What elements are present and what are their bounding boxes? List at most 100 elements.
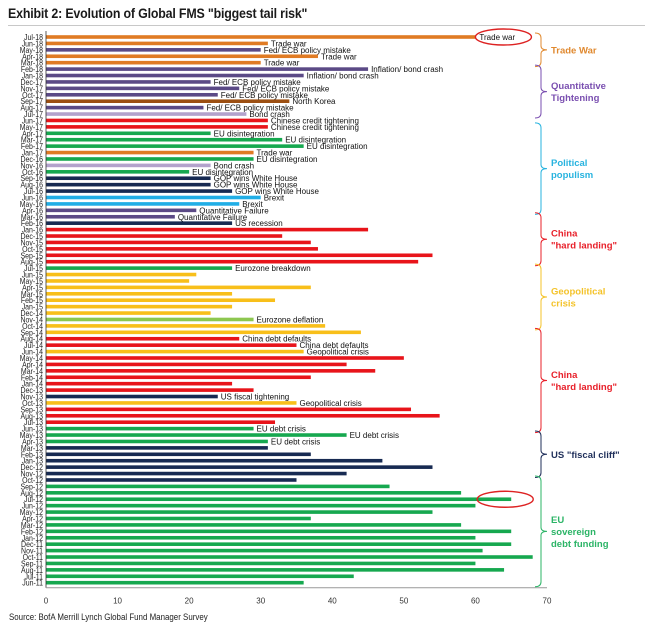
bar-may-17	[46, 125, 268, 129]
x-tick-label: 0	[44, 597, 49, 606]
bar-annotation: Brexit	[264, 194, 285, 203]
bar-annotation: Fed/ ECB policy mistake	[221, 91, 309, 100]
bar-jan-15	[46, 304, 233, 309]
y-tick-label: Jun-17	[22, 116, 43, 126]
bar-apr-12	[46, 516, 311, 521]
y-tick-label: Dec-12	[21, 462, 43, 472]
bar-nov-12	[46, 471, 347, 476]
bar-jul-14	[46, 343, 297, 347]
y-tick-label: Jul-15	[24, 263, 43, 273]
bar-dec-15	[46, 234, 283, 238]
y-tick-label: Aug-16	[21, 180, 43, 190]
y-tick-label: May-17	[20, 122, 43, 132]
group-label: US "fiscal cliff"	[551, 450, 620, 461]
group-bracket	[534, 263, 548, 331]
y-tick-label: Jan-14	[22, 379, 44, 389]
y-tick-label: May-13	[20, 430, 43, 440]
highlight-ellipse	[476, 490, 534, 508]
bar-may-18	[46, 48, 261, 52]
source-note: Source: BofA Merrill Lynch Global Fund M…	[9, 612, 208, 622]
y-tick-label: May-15	[20, 276, 43, 286]
y-tick-label: Jun-18	[22, 39, 43, 49]
bar-nov-11	[46, 548, 483, 553]
bar-aug-17	[46, 105, 204, 110]
y-tick-label: Feb-15	[21, 296, 43, 306]
y-tick-label: Jun-16	[22, 193, 43, 203]
bar-oct-13	[46, 401, 297, 405]
bar-aug-12	[46, 491, 462, 495]
bar-annotation: North Korea	[292, 97, 336, 106]
y-tick-label: May-14	[20, 353, 44, 363]
bar-oct-12	[46, 478, 297, 482]
y-tick-label: Jul-17	[24, 109, 43, 119]
bar-annotation: GOP wins White House	[235, 187, 319, 196]
y-tick-label: Jun-11	[22, 578, 43, 588]
bar-dec-17	[46, 80, 211, 84]
bar-annotation: EU debt crisis	[271, 437, 320, 446]
y-tick-label: Apr-15	[22, 283, 43, 293]
y-tick-label: Dec-14	[21, 308, 44, 318]
bar-jul-11	[46, 574, 354, 579]
y-tick-label: Jan-17	[22, 148, 43, 158]
y-tick-label: Jul-13	[24, 418, 43, 428]
bar-annotation: Chinese credit tightening	[271, 116, 359, 125]
y-tick-label: Jan-15	[22, 302, 43, 312]
y-tick-label: Jan-13	[22, 456, 43, 466]
title-divider	[8, 25, 645, 26]
bar-oct-16	[46, 170, 190, 174]
bar-apr-15	[46, 285, 311, 290]
bar-annotation: Quantitative Failure	[178, 213, 248, 222]
bar-annotation: China debt defaults	[300, 341, 369, 350]
x-tick-label: 10	[113, 597, 122, 606]
bar-aug-13	[46, 413, 440, 418]
group-label: China	[551, 370, 578, 381]
y-tick-label: Jun-12	[22, 501, 43, 511]
bar-feb-16	[46, 221, 233, 225]
y-tick-label: Oct-12	[22, 475, 43, 485]
bar-apr-14	[46, 362, 347, 367]
bar-annotation: Trade war	[479, 33, 515, 42]
bar-annotation: EU debt crisis	[257, 425, 306, 434]
group-bracket	[534, 327, 548, 434]
group-label: crisis	[551, 299, 576, 310]
bar-jul-16	[46, 189, 233, 193]
bar-annotation: Fed/ ECB policy mistake	[242, 84, 330, 93]
y-tick-label: Jul-16	[24, 186, 43, 196]
y-tick-label: Dec-15	[21, 231, 43, 241]
y-tick-label: Nov-11	[21, 546, 43, 556]
group-bracket	[534, 475, 548, 588]
y-tick-label: Mar-14	[21, 366, 44, 376]
y-tick-label: Nov-13	[21, 392, 43, 402]
bar-jan-13	[46, 458, 383, 463]
bar-annotation: Geopolitical crisis	[307, 348, 369, 357]
bar-apr-18	[46, 54, 318, 59]
y-tick-label: Sep-17	[21, 97, 43, 107]
bar-annotation: Chinese credit tightening	[271, 123, 359, 132]
bar-annotation: GOP wins White House	[214, 181, 298, 190]
group-label: China	[551, 229, 578, 240]
bar-jul-17	[46, 112, 247, 116]
bar-nov-15	[46, 240, 311, 245]
bar-annotation: EU disintegration	[192, 168, 253, 177]
bar-annotation: EU debt crisis	[350, 431, 399, 440]
bar-feb-18	[46, 67, 369, 71]
bar-annotation: Trade war	[257, 149, 293, 158]
bar-oct-17	[46, 92, 218, 97]
bar-jun-14	[46, 349, 304, 354]
y-tick-label: Dec-11	[21, 540, 43, 550]
bar-sep-13	[46, 407, 412, 412]
x-tick-label: 50	[399, 597, 408, 606]
bar-nov-14	[46, 317, 254, 322]
bar-apr-17	[46, 131, 211, 136]
bar-dec-13	[46, 388, 254, 392]
y-tick-label: May-16	[20, 199, 43, 209]
bar-annotation: EU disintegration	[214, 129, 275, 138]
bar-annotation: Trade war	[271, 39, 307, 48]
bar-oct-14	[46, 324, 326, 328]
y-tick-label: Mar-15	[21, 289, 43, 299]
y-tick-label: Nov-17	[21, 84, 43, 94]
bar-apr-16	[46, 208, 197, 213]
y-tick-label: Feb-14	[21, 373, 44, 383]
y-tick-label: Nov-16	[21, 161, 43, 171]
